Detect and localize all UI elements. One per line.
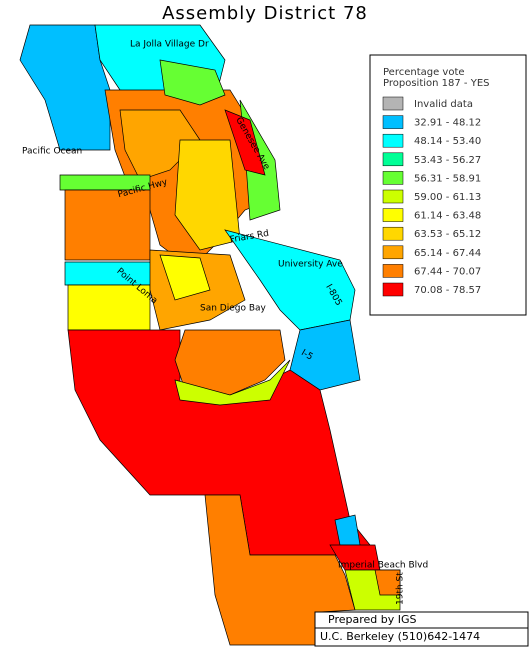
legend-label: 70.08 - 78.57 <box>414 285 481 296</box>
credit-line: Prepared by IGS <box>328 613 416 626</box>
legend-swatch <box>382 133 404 148</box>
credits-box <box>314 611 529 647</box>
legend-label: 53.43 - 56.27 <box>414 155 481 166</box>
street-label: Imperial Beach Blvd <box>338 561 428 571</box>
legend-label: Invalid data <box>414 99 473 110</box>
credit-line: U.C. Berkeley (510)642-1474 <box>320 630 480 643</box>
street-label: 19th St <box>396 572 406 605</box>
legend-swatch <box>382 264 404 278</box>
legend-swatch <box>382 226 404 241</box>
legend-title: Percentage vote <box>383 67 465 78</box>
legend-swatch <box>382 245 404 260</box>
legend-swatch <box>382 115 404 129</box>
legend-label: 59.00 - 61.13 <box>414 192 481 203</box>
street-label: La Jolla Village Dr <box>130 40 209 50</box>
place-label: San Diego Bay <box>200 304 267 314</box>
legend-title: Proposition 187 - YES <box>383 78 489 89</box>
legend-label: 63.53 - 65.12 <box>414 229 481 240</box>
map-title: Assembly District 78 <box>162 3 368 24</box>
legend-swatch <box>382 171 404 185</box>
legend-label: 67.44 - 70.07 <box>414 266 481 277</box>
legend-swatch <box>382 189 404 204</box>
street-label: University Ave <box>278 260 343 270</box>
legend-label: 65.14 - 67.44 <box>414 248 481 259</box>
legend-label: 48.14 - 53.40 <box>414 136 481 147</box>
district-map <box>19 24 401 646</box>
legend-label: 56.31 - 58.91 <box>414 173 481 184</box>
legend-swatch <box>382 152 404 167</box>
legend-swatch <box>382 208 404 222</box>
legend-label: 32.91 - 48.12 <box>414 118 481 129</box>
legend-swatch <box>382 96 404 111</box>
place-label: Pacific Ocean <box>22 147 82 157</box>
legend-label: 61.14 - 63.48 <box>414 211 481 222</box>
credits: Prepared by IGS U.C. Berkeley (510)642-1… <box>314 611 529 647</box>
legend-swatch <box>382 282 404 297</box>
